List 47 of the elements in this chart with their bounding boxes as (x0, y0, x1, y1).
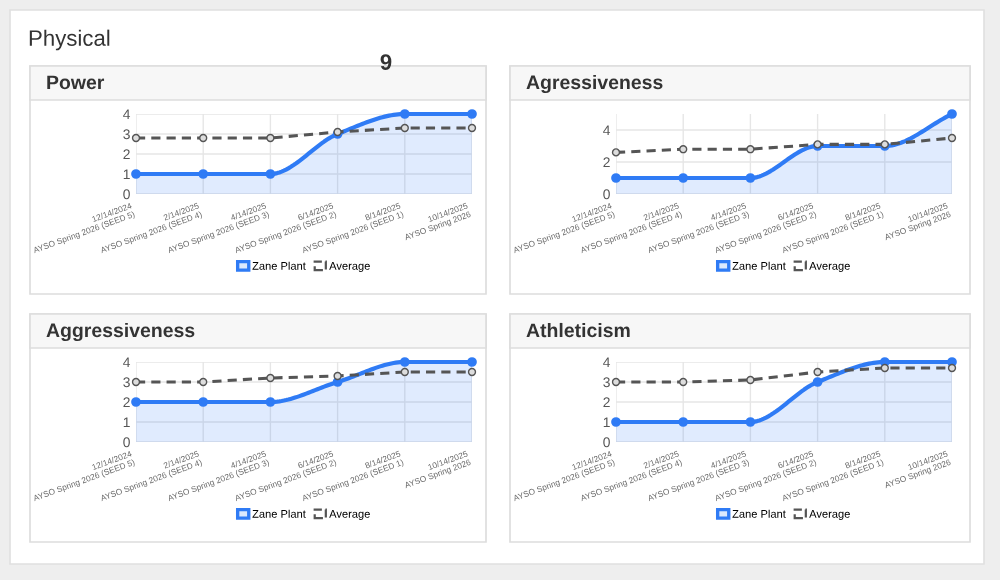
point (265, 169, 276, 179)
point (947, 109, 957, 119)
point (745, 417, 756, 427)
text: Physical (29, 29, 110, 51)
text: 9 (380, 54, 392, 70)
point (812, 377, 823, 387)
point (746, 145, 755, 154)
point (467, 109, 477, 119)
point (333, 371, 342, 381)
point (198, 169, 209, 179)
point (467, 367, 477, 377)
point (947, 363, 957, 373)
point (678, 417, 689, 427)
point (611, 173, 621, 183)
chart-title: Agressiveness (526, 74, 663, 94)
point (611, 417, 621, 427)
point (745, 173, 756, 183)
point (399, 109, 410, 119)
chart-title: Aggressiveness (46, 322, 195, 342)
point (131, 169, 141, 179)
point (679, 145, 688, 154)
chart-title: Power (47, 75, 105, 90)
point (813, 367, 822, 377)
point (947, 357, 957, 367)
point (611, 148, 621, 157)
point (199, 133, 208, 143)
point (611, 377, 621, 387)
point (266, 133, 275, 143)
point (131, 377, 141, 387)
point (467, 123, 477, 133)
point (266, 373, 275, 383)
point (399, 357, 410, 367)
point (467, 357, 477, 367)
point (947, 133, 957, 143)
point (131, 397, 141, 407)
point (400, 367, 409, 377)
point (679, 377, 688, 387)
point (400, 123, 409, 133)
point (879, 357, 890, 367)
point (678, 173, 689, 183)
point (131, 133, 141, 143)
chart-title: Athleticism (526, 322, 630, 338)
point (198, 397, 209, 407)
point (265, 397, 276, 407)
point (746, 375, 755, 385)
point (199, 377, 208, 387)
point (880, 363, 889, 373)
